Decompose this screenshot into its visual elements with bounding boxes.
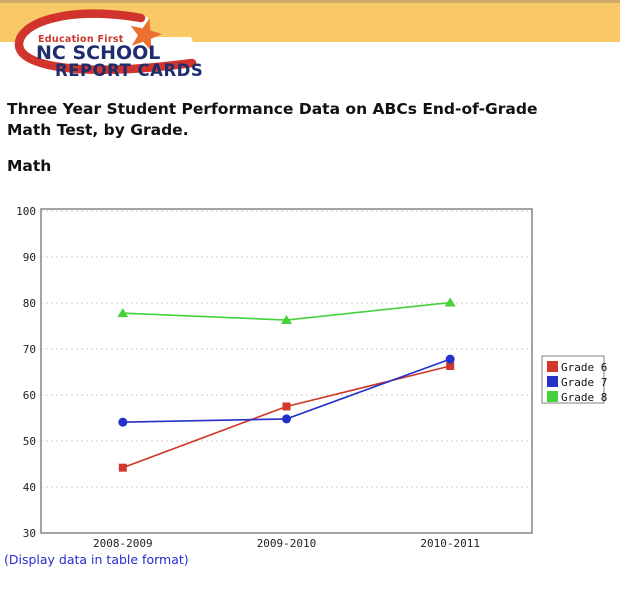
chart-legend: Grade 6 Grade 7 Grade 8 (541, 355, 607, 404)
legend-label: Grade 6 (561, 361, 607, 374)
series-line (122, 358, 451, 423)
y-tick-label: 80 (23, 297, 36, 310)
data-point-marker (282, 414, 291, 424)
performance-line-chart: 30 40 50 60 70 80 90 100 2008-2009 2009-2010 2010-… (16, 205, 607, 550)
y-tick-label: 100 (16, 205, 36, 218)
data-point-marker (117, 308, 129, 318)
y-tick-label: 70 (23, 343, 36, 356)
data-point-marker (118, 417, 128, 427)
chart-gridlines (41, 210, 532, 488)
legend-label: Grade 7 (561, 376, 607, 389)
x-tick-label: 2008-2009 (93, 537, 153, 550)
y-tick-label: 30 (23, 527, 36, 540)
logo-swoosh-icon (14, 9, 197, 74)
y-tick-label: 90 (23, 251, 36, 264)
display-table-link[interactable]: (Display data in table format) (4, 552, 189, 567)
y-tick-label: 60 (23, 389, 36, 402)
section-heading: Math (7, 157, 52, 175)
page-title: Three Year Student Performance Data on A… (7, 100, 538, 139)
y-tick-label: 40 (23, 481, 36, 494)
data-point-marker (446, 362, 455, 371)
legend-label: Grade 8 (561, 391, 607, 404)
data-point-marker (281, 315, 292, 325)
data-point-marker (282, 402, 291, 411)
x-tick-label: 2010-2011 (420, 537, 480, 550)
nc-school-report-cards-logo: Education First NC SCHOOL REPORT CARDS (8, 5, 208, 81)
chart-y-axis-labels: 30 40 50 60 70 80 90 100 (16, 205, 36, 540)
plot-border (40, 208, 533, 534)
chart-series-grade-8 (117, 297, 456, 325)
y-tick-label: 50 (23, 435, 36, 448)
data-point-marker (118, 463, 127, 472)
data-point-marker (445, 354, 455, 364)
logo-tagline: Education First (38, 34, 124, 45)
legend-swatch (547, 376, 558, 387)
legend-swatch (547, 361, 558, 372)
x-tick-label: 2009-2010 (257, 537, 317, 550)
logo-line2: REPORT CARDS (55, 61, 203, 80)
chart-series-grade-7 (118, 354, 455, 427)
legend-swatch (547, 391, 558, 402)
chart-x-axis-labels: 2008-2009 2009-2010 2010-2011 (93, 537, 480, 550)
logo-graphic: Education First NC SCHOOL REPORT CARDS (14, 9, 203, 80)
logo-star-icon (130, 18, 163, 51)
logo-line1: NC SCHOOL (36, 42, 160, 64)
data-point-marker (444, 297, 456, 307)
